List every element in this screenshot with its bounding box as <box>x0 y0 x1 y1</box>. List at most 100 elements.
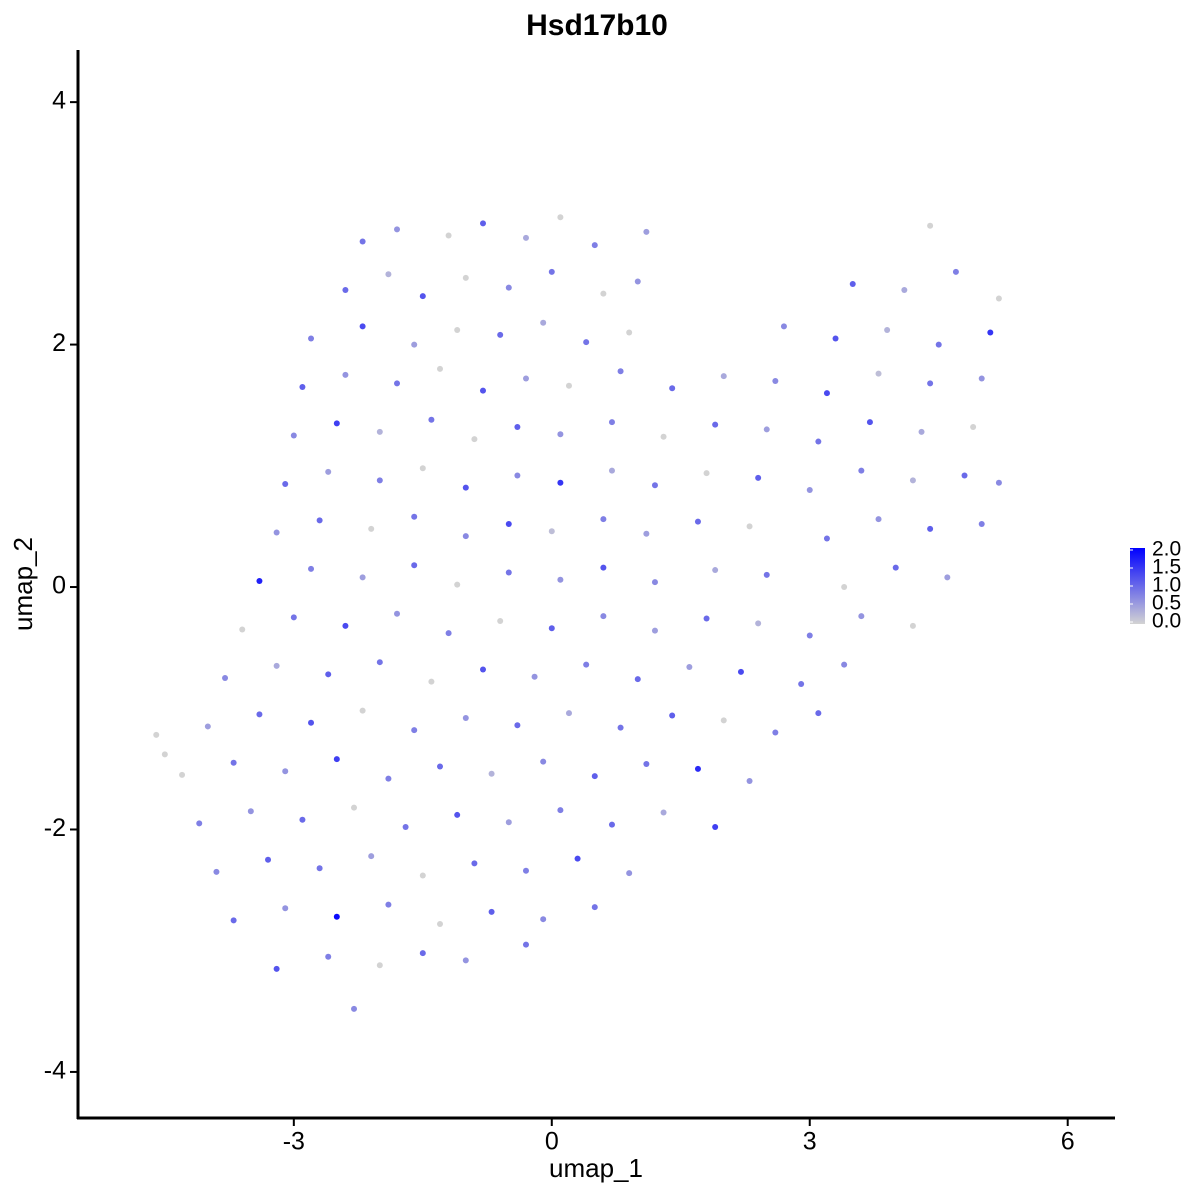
point <box>755 474 762 481</box>
point <box>548 625 555 632</box>
point <box>299 384 306 391</box>
point <box>479 387 486 394</box>
point <box>428 416 435 423</box>
point <box>445 232 452 239</box>
point <box>308 335 315 342</box>
point <box>712 421 719 428</box>
point <box>634 676 641 683</box>
point <box>806 487 813 494</box>
point <box>351 1005 358 1012</box>
point <box>540 916 547 923</box>
y-tick-label: 2 <box>52 329 66 357</box>
point <box>419 465 426 472</box>
point <box>437 365 444 372</box>
point <box>273 965 280 972</box>
point <box>342 622 349 629</box>
point <box>909 477 916 484</box>
point <box>935 341 942 348</box>
point <box>290 432 297 439</box>
point <box>273 529 280 536</box>
point <box>591 242 598 249</box>
point <box>153 731 160 738</box>
point <box>531 673 538 680</box>
point <box>316 517 323 524</box>
point <box>454 581 461 588</box>
point <box>540 758 547 765</box>
point <box>445 630 452 637</box>
point <box>333 913 340 920</box>
point <box>497 331 504 338</box>
point <box>505 284 512 291</box>
point <box>987 329 994 336</box>
point <box>351 804 358 811</box>
point <box>419 293 426 300</box>
point <box>230 917 237 924</box>
point <box>918 428 925 435</box>
colorbar-tick-label: 1.0 <box>1152 574 1181 597</box>
point <box>316 865 323 872</box>
point <box>849 280 856 287</box>
point <box>359 574 366 581</box>
point <box>755 620 762 627</box>
point <box>462 274 469 281</box>
point <box>720 373 727 380</box>
point <box>669 385 676 392</box>
point <box>583 661 590 668</box>
point <box>806 632 813 639</box>
point <box>875 516 882 523</box>
x-tick-label: 0 <box>545 1128 559 1156</box>
point <box>884 327 891 334</box>
point <box>557 431 564 438</box>
point <box>342 371 349 378</box>
chart-title: Hsd17b10 <box>526 9 668 42</box>
point <box>282 768 289 775</box>
point <box>359 238 366 245</box>
point <box>591 904 598 911</box>
point <box>213 868 220 875</box>
point <box>359 323 366 330</box>
y-tick-label: 0 <box>52 572 66 600</box>
point <box>204 723 211 730</box>
point <box>643 761 650 768</box>
point <box>815 710 822 717</box>
point <box>772 729 779 736</box>
point <box>394 610 401 617</box>
point <box>608 467 615 474</box>
point <box>927 380 934 387</box>
point <box>703 470 710 477</box>
point <box>823 535 830 542</box>
point <box>376 428 383 435</box>
point <box>617 368 624 375</box>
point <box>179 771 186 778</box>
point <box>462 714 469 721</box>
point <box>247 808 254 815</box>
point <box>565 382 572 389</box>
point <box>772 377 779 384</box>
point <box>505 819 512 826</box>
point <box>866 419 873 426</box>
point <box>308 565 315 572</box>
point <box>694 765 701 772</box>
point <box>643 228 650 235</box>
point <box>660 433 667 440</box>
point <box>858 467 865 474</box>
point <box>411 341 418 348</box>
point <box>952 268 959 275</box>
point <box>978 520 985 527</box>
point <box>927 222 934 229</box>
point <box>471 860 478 867</box>
point <box>540 319 547 326</box>
point <box>299 816 306 823</box>
point <box>256 711 263 718</box>
point <box>462 957 469 964</box>
point <box>892 564 899 571</box>
point <box>342 287 349 294</box>
point <box>411 513 418 520</box>
colorbar-tick-label: 0.0 <box>1152 610 1181 633</box>
point <box>712 824 719 831</box>
point <box>703 615 710 622</box>
y-axis-title: umap_2 <box>8 537 38 631</box>
point <box>651 482 658 489</box>
